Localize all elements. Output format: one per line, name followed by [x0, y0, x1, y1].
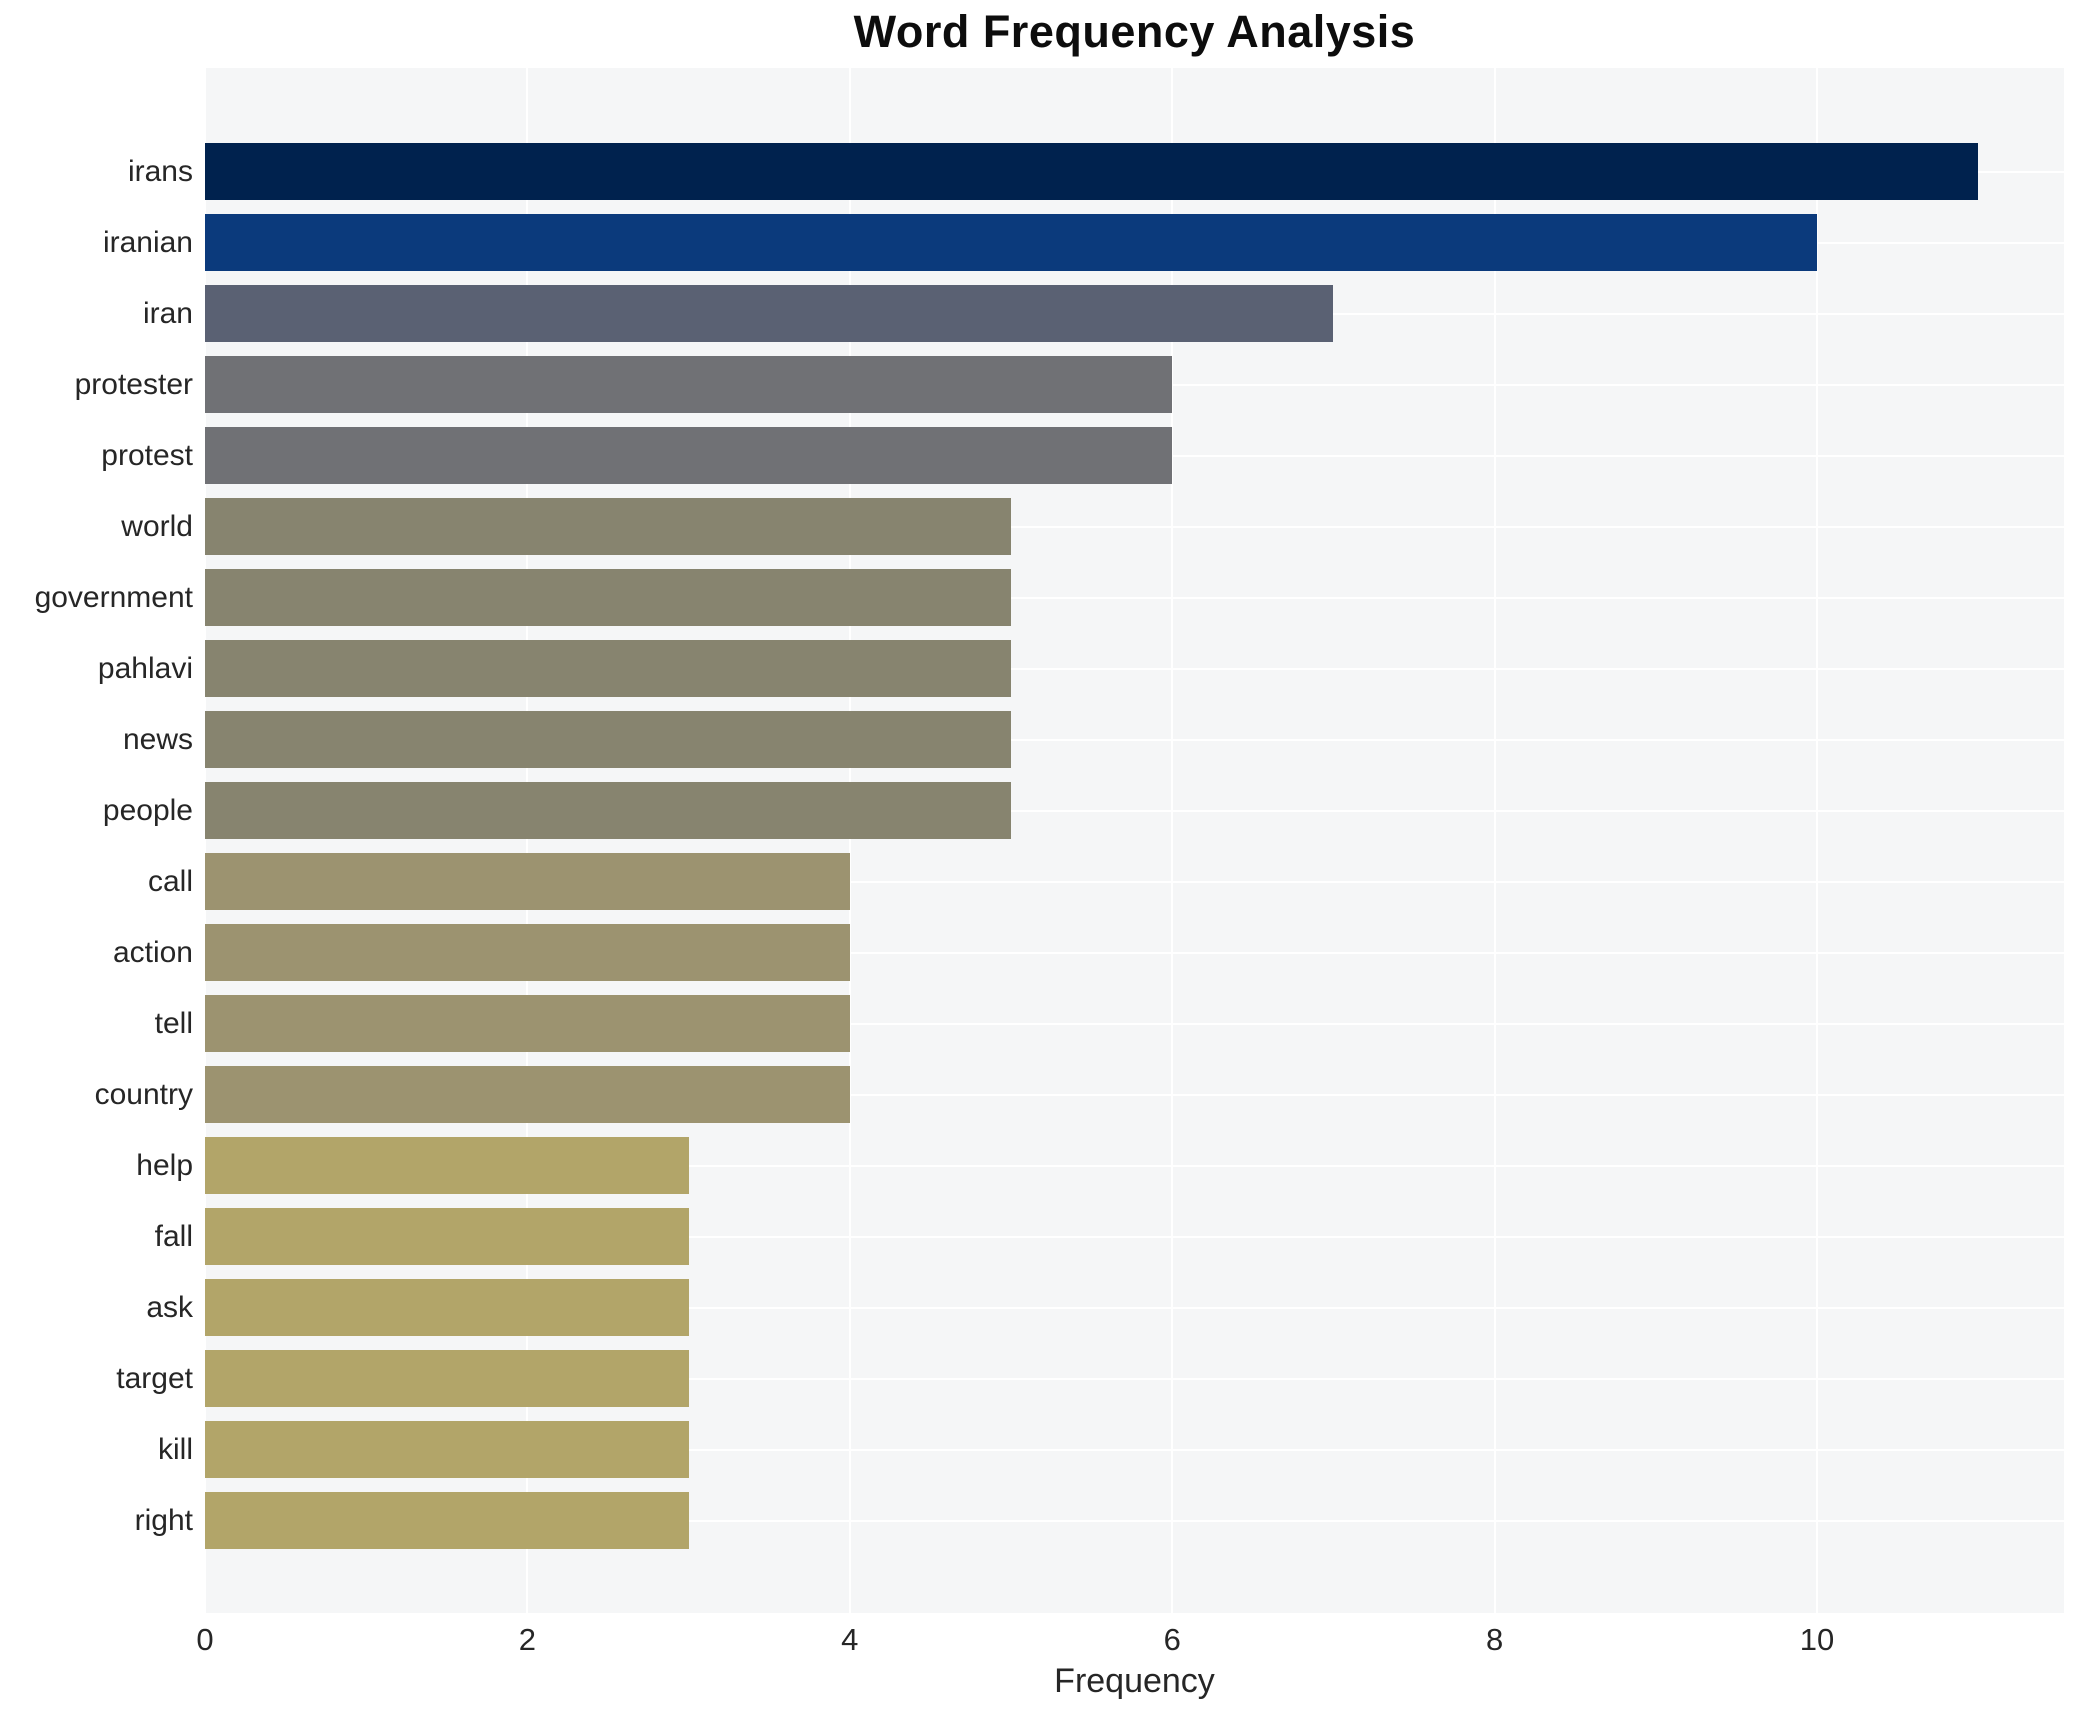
y-gridline: [205, 1519, 2064, 1522]
y-tick-label: iran: [142, 296, 193, 330]
bar-people: [205, 782, 1011, 839]
bar-news: [205, 711, 1011, 768]
y-tick-label: ask: [146, 1290, 193, 1324]
bar-pahlavi: [205, 640, 1011, 697]
y-axis-labels: irans iranian iran protester protest world gov…: [0, 0, 193, 1710]
y-gridline: [205, 1306, 2064, 1309]
x-tick-label: 0: [196, 1622, 214, 1657]
y-tick-label: iranian: [102, 225, 193, 259]
bar-country: [205, 1066, 850, 1123]
x-axis-label: Frequency: [1054, 1662, 1215, 1700]
x-gridline: [1816, 68, 1818, 1613]
x-tick-label: 6: [1163, 1622, 1181, 1657]
x-gridline: [526, 68, 529, 1613]
y-tick-label: protester: [74, 367, 193, 401]
x-gridline: [1493, 68, 1496, 1613]
y-gridline: [205, 1093, 2064, 1096]
y-gridline: [205, 667, 2064, 670]
x-gridline: [204, 68, 206, 1613]
y-gridline: [205, 738, 2064, 741]
bar-target: [205, 1350, 689, 1407]
bar-ask: [205, 1279, 689, 1336]
x-gridline: [1171, 68, 1174, 1613]
plot-area: [204, 68, 2064, 1613]
bar-kill: [205, 1421, 689, 1478]
chart-title: Word Frequency Analysis: [853, 6, 1416, 57]
y-tick-label: target: [116, 1361, 193, 1395]
y-tick-label: country: [94, 1077, 193, 1111]
y-tick-label: news: [122, 722, 193, 756]
x-tick-label: 8: [1485, 1622, 1504, 1657]
x-tick-label: 4: [841, 1622, 859, 1657]
y-tick-label: right: [134, 1503, 193, 1537]
y-tick-label: irans: [127, 154, 193, 188]
y-gridline: [205, 1377, 2064, 1380]
y-gridline: [205, 809, 2064, 812]
bar-call: [205, 853, 850, 910]
y-gridline: [205, 1235, 2064, 1238]
y-tick-label: call: [147, 864, 193, 898]
bar-world: [205, 498, 1011, 555]
x-tick-label: 10: [1799, 1622, 1835, 1657]
bar-action: [205, 924, 850, 981]
y-tick-label: kill: [158, 1432, 193, 1466]
y-gridline: [205, 1448, 2064, 1451]
bar-tell: [205, 995, 850, 1052]
y-tick-label: protest: [101, 438, 193, 472]
y-gridline: [205, 596, 2064, 599]
bar-right: [205, 1492, 689, 1549]
y-tick-label: action: [112, 935, 193, 969]
y-gridline: [205, 951, 2064, 954]
y-tick-label: tell: [154, 1006, 193, 1040]
y-gridline: [205, 1022, 2064, 1025]
y-tick-label: government: [34, 580, 193, 614]
bar-iranian: [205, 214, 1817, 271]
x-tick-label: 2: [518, 1622, 537, 1657]
bar-fall: [205, 1208, 689, 1265]
bar-protester: [205, 356, 1173, 413]
x-gridline: [848, 68, 851, 1613]
bar-protest: [205, 427, 1173, 484]
y-gridline: [205, 1164, 2064, 1167]
y-gridline: [205, 880, 2064, 883]
y-tick-label: pahlavi: [97, 651, 193, 685]
bar-government: [205, 569, 1011, 626]
bar-irans: [205, 143, 1979, 200]
y-gridline: [205, 525, 2064, 528]
bar-help: [205, 1137, 689, 1194]
y-tick-label: help: [136, 1148, 193, 1182]
y-tick-label: fall: [154, 1219, 193, 1253]
bar-iran: [205, 285, 1334, 342]
y-tick-label: world: [121, 509, 193, 543]
y-tick-label: people: [102, 793, 193, 827]
